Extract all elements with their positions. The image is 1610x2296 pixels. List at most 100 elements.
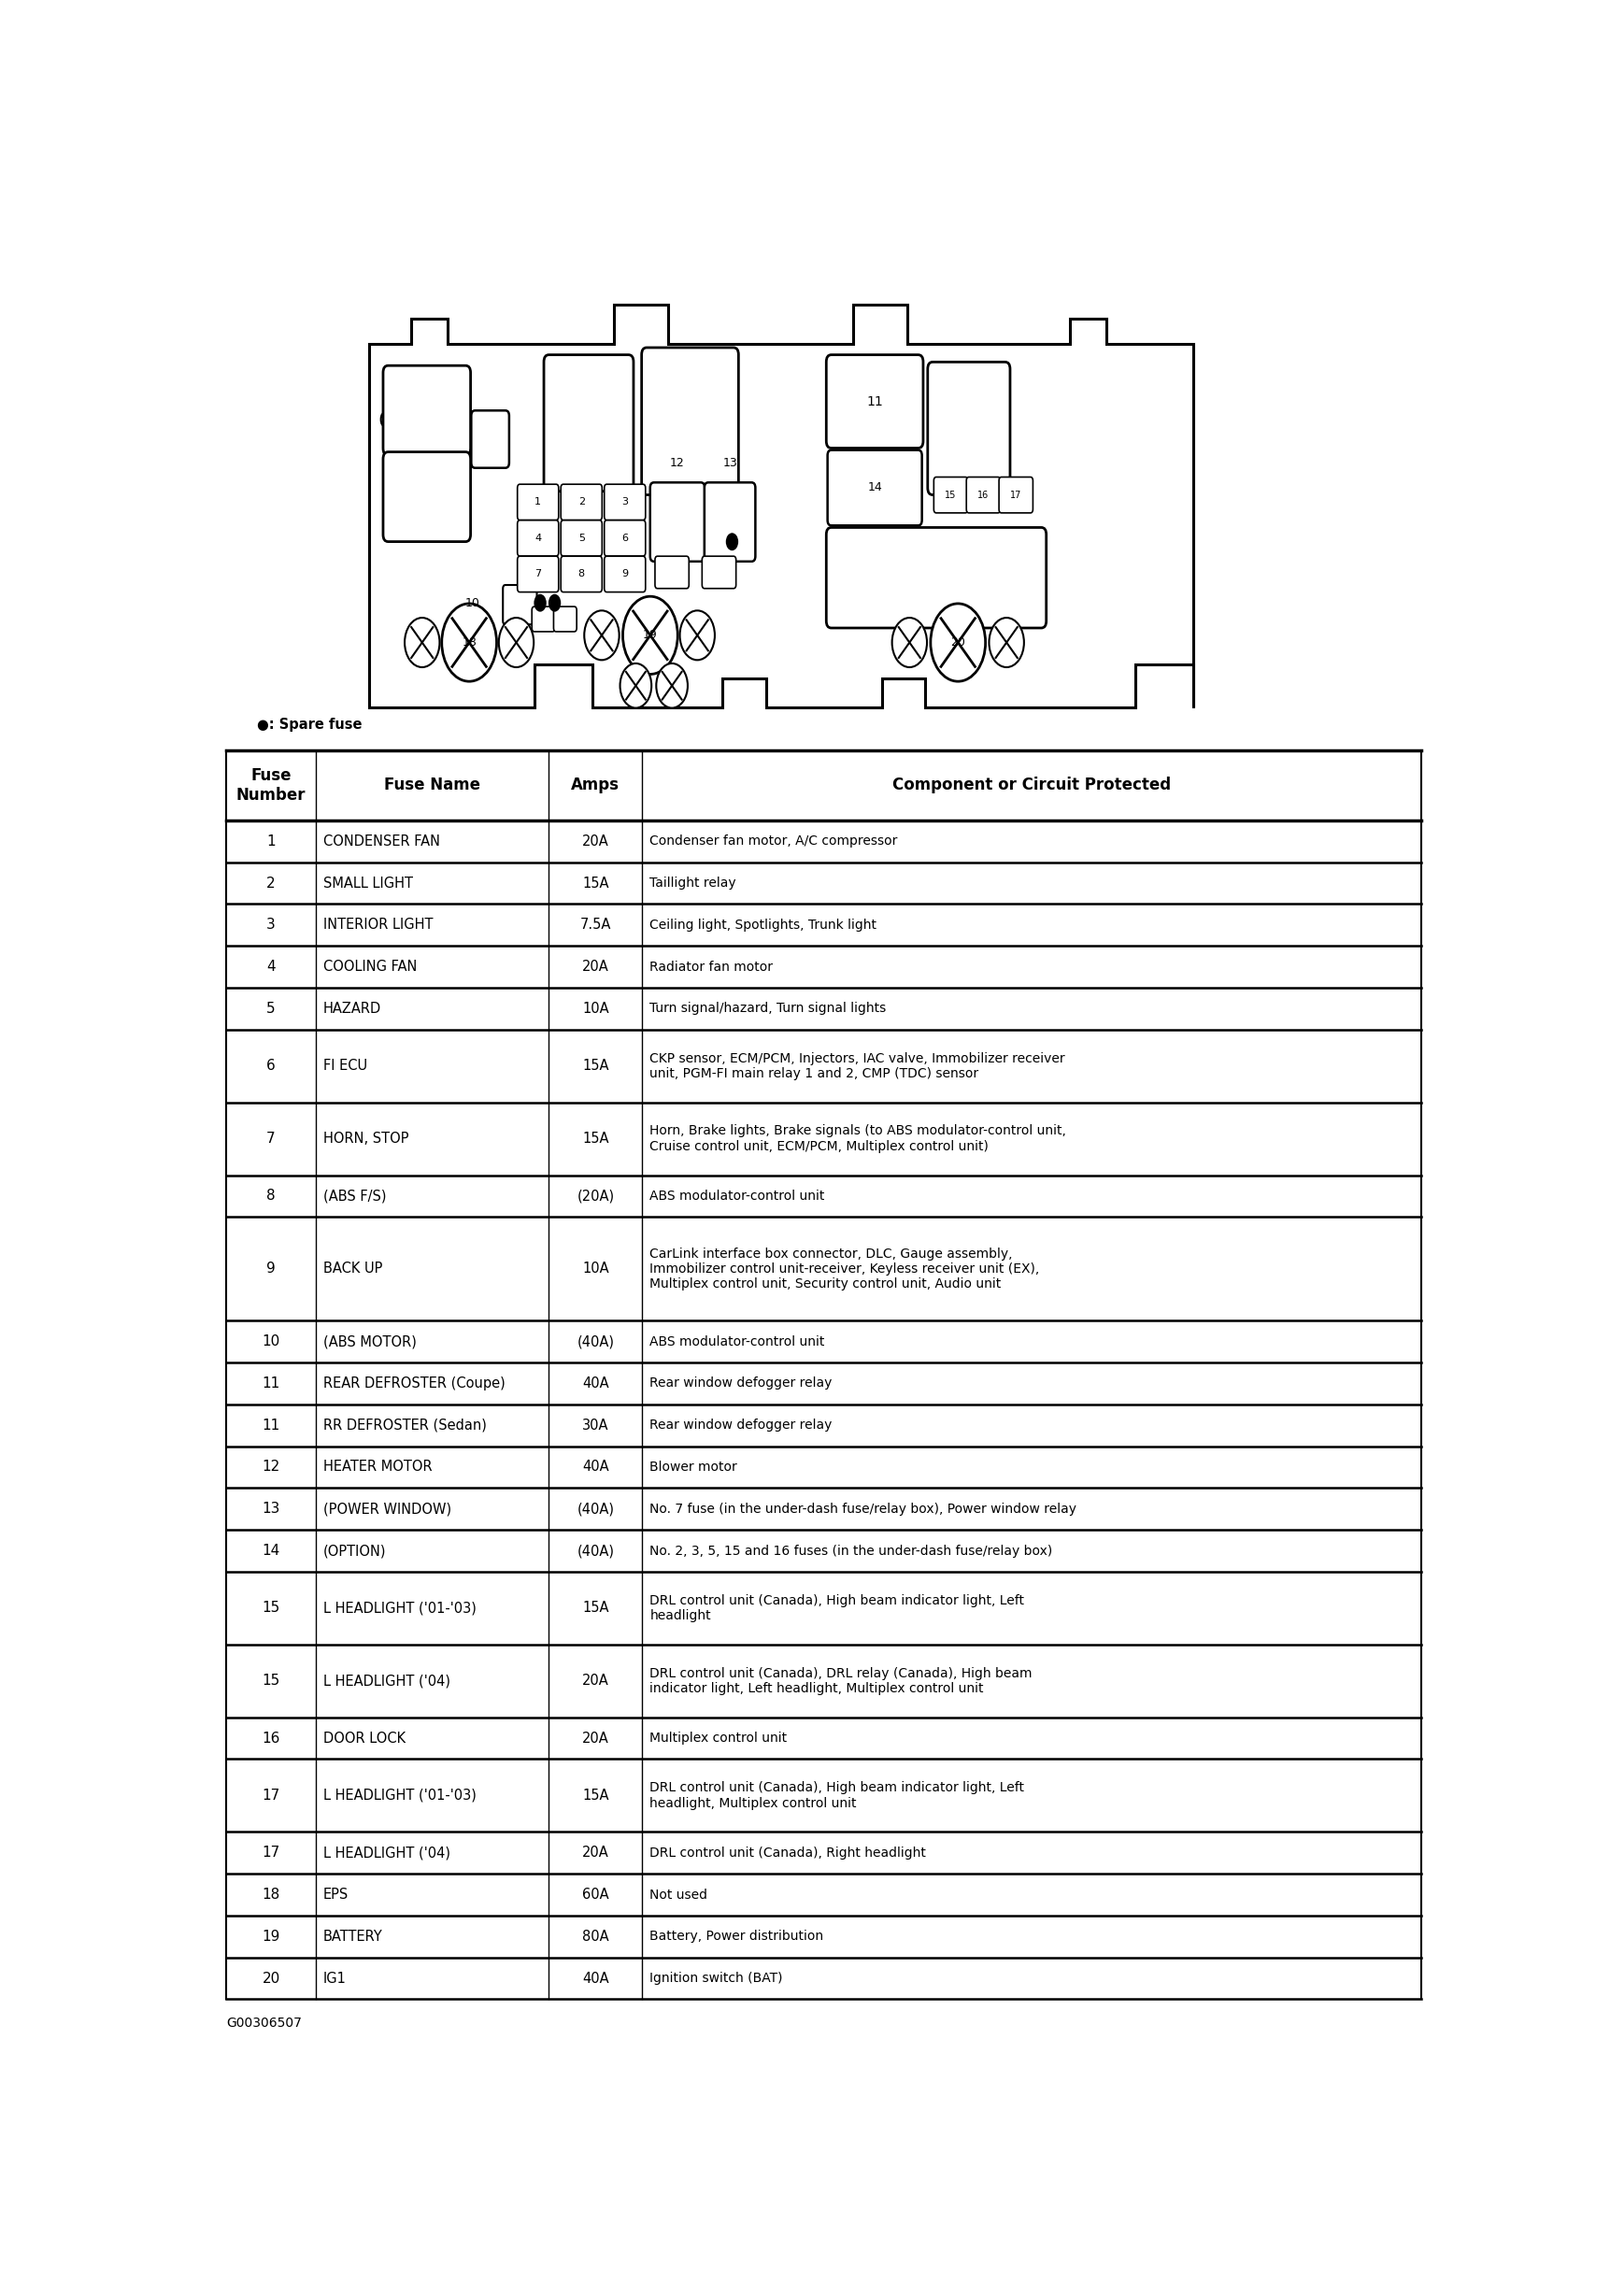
Text: 3: 3 xyxy=(621,498,628,507)
Text: 17: 17 xyxy=(1009,491,1022,501)
Text: 12: 12 xyxy=(262,1460,280,1474)
Text: EPS: EPS xyxy=(324,1887,349,1901)
Text: Turn signal/hazard, Turn signal lights: Turn signal/hazard, Turn signal lights xyxy=(650,1001,887,1015)
Text: No. 7 fuse (in the under-dash fuse/relay box), Power window relay: No. 7 fuse (in the under-dash fuse/relay… xyxy=(650,1502,1077,1515)
FancyBboxPatch shape xyxy=(642,347,739,496)
Text: 18: 18 xyxy=(262,1887,280,1901)
Text: 4: 4 xyxy=(535,533,541,542)
Text: 15: 15 xyxy=(262,1674,280,1688)
Circle shape xyxy=(623,597,678,675)
Text: (40A): (40A) xyxy=(576,1502,615,1515)
Text: No. 2, 3, 5, 15 and 16 fuses (in the under-dash fuse/relay box): No. 2, 3, 5, 15 and 16 fuses (in the und… xyxy=(650,1545,1053,1557)
Text: 7: 7 xyxy=(535,569,541,579)
Text: 5: 5 xyxy=(578,533,584,542)
Text: L HEADLIGHT ('01-'03): L HEADLIGHT ('01-'03) xyxy=(324,1789,477,1802)
Text: 11: 11 xyxy=(262,1378,280,1391)
Text: 3: 3 xyxy=(267,918,275,932)
Text: Fuse Name: Fuse Name xyxy=(385,776,480,794)
FancyBboxPatch shape xyxy=(927,363,1009,496)
Text: DRL control unit (Canada), DRL relay (Canada), High beam
indicator light, Left h: DRL control unit (Canada), DRL relay (Ca… xyxy=(650,1667,1032,1694)
Text: 19: 19 xyxy=(262,1929,280,1942)
Text: 10: 10 xyxy=(262,1334,280,1348)
Text: ABS modulator-control unit: ABS modulator-control unit xyxy=(650,1334,824,1348)
Text: BACK UP: BACK UP xyxy=(324,1263,383,1277)
Text: 7.5A: 7.5A xyxy=(580,918,612,932)
FancyBboxPatch shape xyxy=(531,606,555,631)
FancyBboxPatch shape xyxy=(604,521,646,556)
Text: 20A: 20A xyxy=(583,833,609,847)
Circle shape xyxy=(499,618,535,668)
Text: Rear window defogger relay: Rear window defogger relay xyxy=(650,1419,832,1433)
Text: 5: 5 xyxy=(267,1001,275,1015)
Text: 8: 8 xyxy=(578,569,584,579)
FancyBboxPatch shape xyxy=(517,556,559,592)
Text: SMALL LIGHT: SMALL LIGHT xyxy=(324,877,414,891)
FancyBboxPatch shape xyxy=(966,478,1000,512)
Text: L HEADLIGHT ('01-'03): L HEADLIGHT ('01-'03) xyxy=(324,1600,477,1614)
Text: 8: 8 xyxy=(267,1189,275,1203)
FancyBboxPatch shape xyxy=(934,478,968,512)
Text: 15A: 15A xyxy=(583,877,609,891)
Text: DRL control unit (Canada), Right headlight: DRL control unit (Canada), Right headlig… xyxy=(650,1846,926,1860)
Text: 12: 12 xyxy=(670,457,684,468)
Text: (40A): (40A) xyxy=(576,1334,615,1348)
Text: 17: 17 xyxy=(262,1846,280,1860)
Text: Ignition switch (BAT): Ignition switch (BAT) xyxy=(650,1972,782,1984)
FancyBboxPatch shape xyxy=(828,450,923,526)
Text: 11: 11 xyxy=(262,1419,280,1433)
Text: 15: 15 xyxy=(945,491,956,501)
Text: 14: 14 xyxy=(868,482,882,494)
Text: 13: 13 xyxy=(723,457,737,468)
Text: CKP sensor, ECM/PCM, Injectors, IAC valve, Immobilizer receiver
unit, PGM-FI mai: CKP sensor, ECM/PCM, Injectors, IAC valv… xyxy=(650,1052,1066,1079)
Text: REAR DEFROSTER (Coupe): REAR DEFROSTER (Coupe) xyxy=(324,1378,506,1391)
Text: 20A: 20A xyxy=(583,960,609,974)
FancyBboxPatch shape xyxy=(604,484,646,521)
FancyBboxPatch shape xyxy=(554,606,576,631)
Text: FI ECU: FI ECU xyxy=(324,1058,367,1072)
FancyBboxPatch shape xyxy=(560,556,602,592)
Text: Fuse
Number: Fuse Number xyxy=(237,767,306,804)
Circle shape xyxy=(931,604,985,682)
Text: 1: 1 xyxy=(267,833,275,847)
Text: 14: 14 xyxy=(262,1543,280,1557)
FancyBboxPatch shape xyxy=(604,556,646,592)
Text: INTERIOR LIGHT: INTERIOR LIGHT xyxy=(324,918,433,932)
FancyBboxPatch shape xyxy=(702,556,736,588)
Text: Taillight relay: Taillight relay xyxy=(650,877,736,889)
FancyBboxPatch shape xyxy=(650,482,705,563)
Text: 15A: 15A xyxy=(583,1132,609,1146)
Text: 20A: 20A xyxy=(583,1674,609,1688)
Circle shape xyxy=(404,618,440,668)
Text: 2: 2 xyxy=(267,877,275,891)
Text: 40A: 40A xyxy=(583,1972,609,1986)
Text: DOOR LOCK: DOOR LOCK xyxy=(324,1731,406,1745)
Text: 30A: 30A xyxy=(583,1419,609,1433)
FancyBboxPatch shape xyxy=(705,482,755,563)
Text: 10A: 10A xyxy=(583,1263,609,1277)
Text: Rear window defogger relay: Rear window defogger relay xyxy=(650,1378,832,1389)
FancyBboxPatch shape xyxy=(544,356,633,491)
Text: 7: 7 xyxy=(267,1132,275,1146)
Text: 15A: 15A xyxy=(583,1789,609,1802)
Circle shape xyxy=(620,664,652,707)
Text: 15A: 15A xyxy=(583,1600,609,1614)
FancyBboxPatch shape xyxy=(502,585,536,625)
Circle shape xyxy=(989,618,1024,668)
Text: 6: 6 xyxy=(621,533,628,542)
Text: Ceiling light, Spotlights, Trunk light: Ceiling light, Spotlights, Trunk light xyxy=(650,918,877,932)
Text: 20: 20 xyxy=(262,1972,280,1986)
Text: 10A: 10A xyxy=(583,1001,609,1015)
Text: 11: 11 xyxy=(866,395,882,409)
Text: 1: 1 xyxy=(535,498,541,507)
Text: 10: 10 xyxy=(465,597,480,608)
Text: 16: 16 xyxy=(977,491,989,501)
Circle shape xyxy=(535,595,546,611)
Text: DRL control unit (Canada), High beam indicator light, Left
headlight: DRL control unit (Canada), High beam ind… xyxy=(650,1593,1024,1623)
Text: (OPTION): (OPTION) xyxy=(324,1543,386,1557)
FancyBboxPatch shape xyxy=(382,413,391,427)
Circle shape xyxy=(892,618,927,668)
Circle shape xyxy=(584,611,620,659)
Text: 20A: 20A xyxy=(583,1731,609,1745)
Text: CONDENSER FAN: CONDENSER FAN xyxy=(324,833,440,847)
Text: 16: 16 xyxy=(262,1731,280,1745)
